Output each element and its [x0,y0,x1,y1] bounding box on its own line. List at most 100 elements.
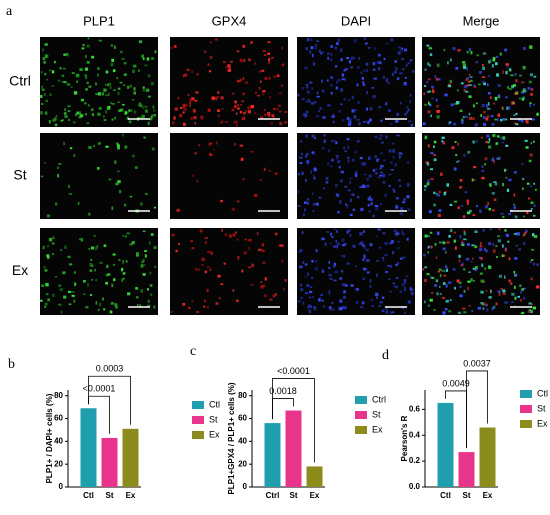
cell-signal [70,86,73,89]
cell-signal [284,121,288,124]
cell-signal [477,306,482,310]
cell-signal [426,81,429,84]
cell-signal [362,277,366,280]
cell-signal [434,242,437,246]
cell-signal [502,292,507,296]
cell-signal [360,71,363,74]
cell-signal [371,298,374,301]
cell-signal [505,71,508,75]
cell-signal [138,117,142,120]
cell-signal [309,101,311,103]
cell-signal [278,244,282,247]
cell-signal [466,50,469,54]
cell-signal [478,70,482,74]
cell-signal [363,69,366,72]
cell-signal [153,113,157,117]
cell-signal [299,162,303,164]
cell-signal [497,114,500,117]
cell-signal [80,114,84,118]
cell-signal [311,192,314,195]
cell-signal [44,269,48,272]
cell-signal [323,133,326,137]
cell-signal [530,93,533,96]
cell-signal [531,118,535,121]
cell-signal [457,160,460,163]
cell-signal [142,106,144,109]
cell-signal [468,271,471,274]
p-value-label: 0.0037 [463,358,491,368]
cell-signal [392,282,395,285]
cell-signal [208,70,212,73]
cell-signal [322,89,325,93]
cell-signal [357,140,360,142]
cell-signal [111,118,114,121]
cell-signal [255,91,257,94]
cell-signal [502,182,504,187]
cell-signal [355,170,358,174]
cell-signal [459,294,463,298]
cell-signal [329,309,333,311]
cell-signal [482,302,486,305]
cell-signal [103,244,107,248]
cell-signal [149,271,152,275]
cell-signal [377,158,380,161]
cell-signal [533,103,535,106]
cell-signal [396,232,400,235]
cell-signal [278,92,283,95]
cell-signal [508,68,512,72]
cell-signal [333,228,336,231]
cell-signal [330,58,333,62]
cell-signal [523,242,526,246]
cell-signal [239,78,243,82]
cell-signal [426,182,430,186]
cell-signal [65,52,69,57]
cell-signal [117,147,120,150]
cell-signal [379,134,383,137]
bar [285,410,302,487]
cell-signal [60,119,63,122]
y-axis-label: PLP1+ / DAPI+ cells (%) [45,393,54,483]
cell-signal [327,52,330,56]
cell-signal [243,251,247,255]
cell-signal [239,110,243,114]
cell-signal [49,69,52,72]
cell-signal [241,117,243,121]
cell-signal [394,60,398,63]
scale-bar-label: 20 μm [391,121,401,125]
cell-signal [284,279,287,282]
cell-signal [346,204,349,208]
cell-signal [340,255,343,257]
cell-signal [455,246,457,250]
cell-signal [363,253,366,256]
cell-signal [281,259,284,263]
cell-signal [369,195,371,198]
cell-signal [469,76,473,78]
cell-signal [468,84,472,87]
cell-signal [448,310,452,313]
cell-signal [515,91,519,95]
cell-signal [455,101,460,105]
cell-signal [55,115,58,117]
cell-signal [328,266,331,269]
y-tick-label: 0.2 [409,456,421,465]
x-tick-label: St [106,491,114,500]
cell-signal [402,201,406,204]
cell-signal [399,72,403,75]
cell-signal [91,264,94,267]
cell-signal [103,119,107,121]
cell-signal [369,118,372,122]
cell-signal [488,183,492,186]
cell-signal [378,304,382,307]
cell-signal [437,78,441,81]
cell-signal [409,288,412,291]
cell-signal [375,235,378,238]
cell-signal [344,284,348,287]
cell-signal [43,266,46,269]
cell-signal [381,174,386,178]
cell-signal [490,289,492,294]
cell-signal [150,81,154,86]
cell-signal [208,142,212,147]
cell-signal [444,265,447,267]
cell-signal [423,92,425,96]
legend-label: Ex [209,429,220,439]
